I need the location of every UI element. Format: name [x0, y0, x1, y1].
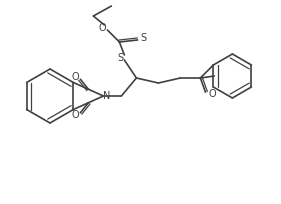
- Text: O: O: [209, 89, 216, 99]
- Text: O: O: [72, 110, 79, 120]
- Text: N: N: [103, 91, 110, 101]
- Text: S: S: [140, 33, 146, 43]
- Text: S: S: [117, 53, 123, 63]
- Text: O: O: [72, 72, 79, 82]
- Text: O: O: [99, 23, 106, 33]
